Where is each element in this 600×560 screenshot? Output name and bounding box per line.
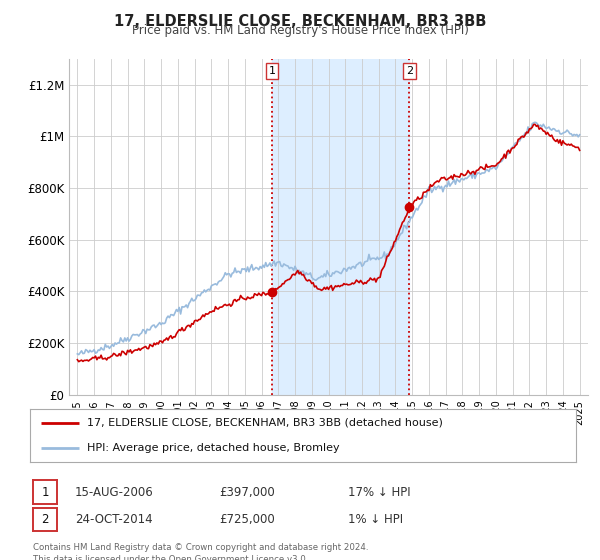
- Text: 1: 1: [268, 66, 275, 76]
- Text: 15-AUG-2006: 15-AUG-2006: [75, 486, 154, 499]
- Text: 17, ELDERSLIE CLOSE, BECKENHAM, BR3 3BB (detached house): 17, ELDERSLIE CLOSE, BECKENHAM, BR3 3BB …: [88, 418, 443, 428]
- Text: 17, ELDERSLIE CLOSE, BECKENHAM, BR3 3BB: 17, ELDERSLIE CLOSE, BECKENHAM, BR3 3BB: [114, 14, 486, 29]
- Text: 2: 2: [406, 66, 413, 76]
- Text: Price paid vs. HM Land Registry's House Price Index (HPI): Price paid vs. HM Land Registry's House …: [131, 24, 469, 37]
- Text: Contains HM Land Registry data © Crown copyright and database right 2024.
This d: Contains HM Land Registry data © Crown c…: [33, 543, 368, 560]
- Text: 1: 1: [41, 486, 49, 499]
- Text: 1% ↓ HPI: 1% ↓ HPI: [348, 513, 403, 526]
- Text: £397,000: £397,000: [219, 486, 275, 499]
- Text: 24-OCT-2014: 24-OCT-2014: [75, 513, 152, 526]
- Text: £725,000: £725,000: [219, 513, 275, 526]
- Text: HPI: Average price, detached house, Bromley: HPI: Average price, detached house, Brom…: [88, 443, 340, 453]
- Text: 2: 2: [41, 513, 49, 526]
- Text: 17% ↓ HPI: 17% ↓ HPI: [348, 486, 410, 499]
- Bar: [272, 59, 409, 395]
